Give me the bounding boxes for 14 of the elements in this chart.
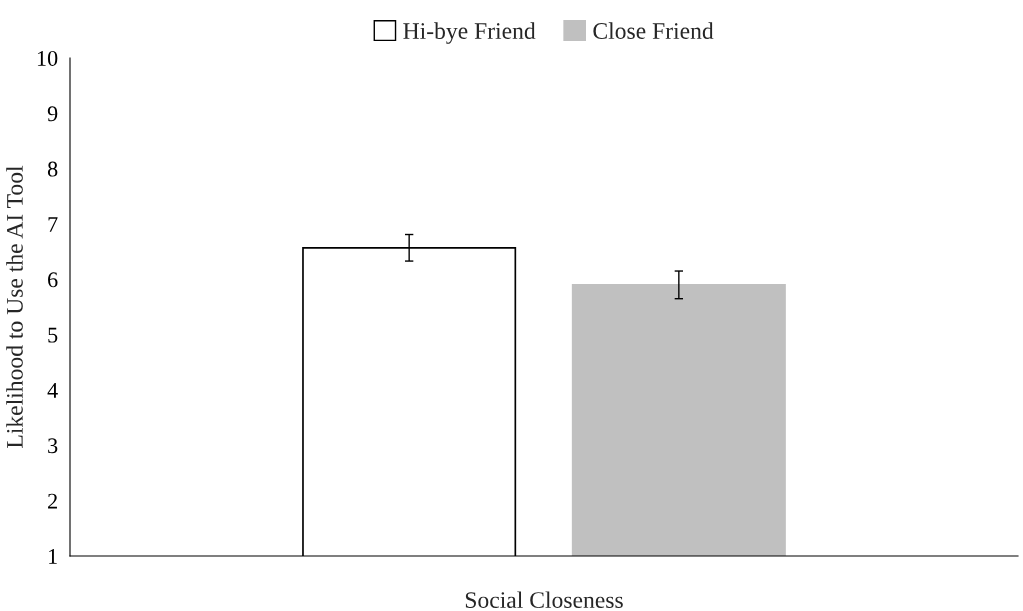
y-tick-label: 10 <box>37 50 58 66</box>
y-tick-label: 5 <box>48 327 58 343</box>
y-tick-label: 1 <box>49 549 57 564</box>
y-tick-label: 6 <box>48 272 58 288</box>
legend-label: Close Friend <box>593 22 714 39</box>
y-axis-title: Likelihood to Use the AI Tool <box>6 165 23 448</box>
x-axis-title: Social Closeness <box>465 591 623 609</box>
y-tick-label: 4 <box>47 383 58 398</box>
y-tick-label: 2 <box>48 493 57 509</box>
legend-label: Hi-bye Friend <box>403 22 536 44</box>
y-tick-label: 3 <box>48 438 58 454</box>
y-tick-label: 8 <box>47 161 58 177</box>
y-tick-label: 9 <box>47 106 58 122</box>
y-tick-label: 7 <box>48 217 58 232</box>
